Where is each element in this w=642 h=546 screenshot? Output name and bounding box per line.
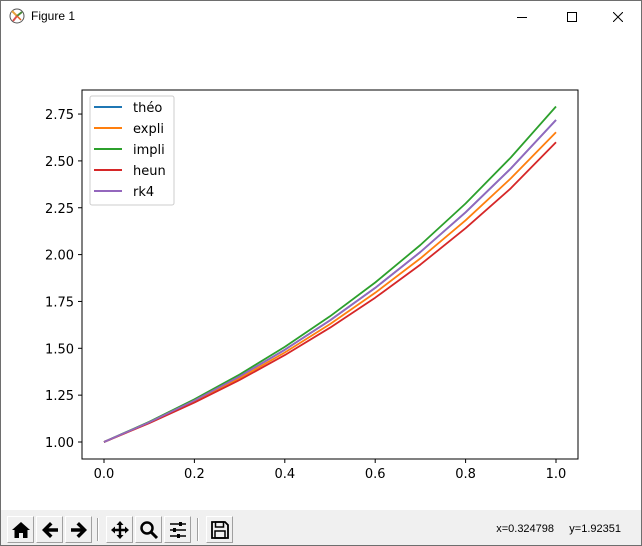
y-axis: 1.00 1.25 1.50 1.75 2.00 2.25 2.50 2.75	[45, 108, 82, 451]
maximize-button[interactable]	[549, 1, 595, 32]
arrow-left-icon	[41, 521, 58, 538]
y-tick-label: 1.00	[45, 436, 74, 451]
y-tick-label: 1.25	[45, 389, 74, 404]
window-title: Figure 1	[31, 9, 76, 23]
home-icon	[11, 521, 30, 538]
y-tick-label: 2.00	[45, 249, 74, 264]
x-tick-label: 0.6	[365, 467, 386, 482]
x-tick-label: 1.0	[546, 467, 567, 482]
title-bar[interactable]: Figure 1	[1, 1, 641, 32]
x-axis: 0.0 0.2 0.4 0.6 0.8 1.0	[94, 459, 567, 482]
zoom-button[interactable]	[135, 516, 162, 543]
legend-label-théo: théo	[133, 101, 162, 116]
magnifier-icon	[139, 520, 158, 539]
series-line-rk4	[103, 119, 557, 443]
y-tick-label: 2.25	[45, 202, 74, 217]
series-line-heun	[103, 141, 557, 443]
y-tick-label: 2.75	[45, 108, 74, 123]
y-tick-label: 1.75	[45, 295, 74, 310]
matplotlib-icon	[9, 8, 25, 24]
navigation-toolbar: x=0.324798 y=1.92351	[1, 510, 641, 545]
save-button[interactable]	[206, 516, 233, 543]
plot-lines	[103, 105, 557, 443]
configure-subplots-button[interactable]	[164, 516, 191, 543]
minimize-icon	[517, 16, 527, 18]
legend-label-impli: impli	[133, 143, 165, 158]
floppy-disk-icon	[210, 520, 229, 539]
legend-label-rk4: rk4	[133, 185, 154, 200]
legend-label-heun: heun	[133, 164, 166, 179]
x-tick-label: 0.4	[274, 467, 295, 482]
forward-button[interactable]	[65, 516, 92, 543]
home-button[interactable]	[7, 516, 34, 543]
close-icon	[613, 11, 623, 22]
x-tick-label: 0.2	[184, 467, 205, 482]
arrow-right-icon	[70, 521, 87, 538]
legend-label-expli: expli	[133, 122, 164, 137]
pan-button[interactable]	[106, 516, 133, 543]
line-chart[interactable]: 0.0 0.2 0.4 0.6 0.8 1.0 1.00 1.25 1.50 1.75 2.00 2…	[1, 32, 641, 510]
minimize-button[interactable]	[499, 1, 545, 32]
cursor-coordinates: x=0.324798 y=1.92351	[496, 523, 621, 535]
maximize-icon	[567, 11, 577, 22]
figure-canvas[interactable]: 0.0 0.2 0.4 0.6 0.8 1.0 1.00 1.25 1.50 1.75 2.00 2…	[1, 32, 641, 510]
x-tick-label: 0.8	[455, 467, 476, 482]
close-button[interactable]	[595, 1, 641, 32]
back-button[interactable]	[36, 516, 63, 543]
move-icon	[110, 520, 129, 539]
y-tick-label: 2.50	[45, 155, 74, 170]
sliders-icon	[169, 521, 186, 538]
y-tick-label: 1.50	[45, 342, 74, 357]
x-tick-label: 0.0	[94, 467, 115, 482]
toolbar-separator	[97, 518, 99, 541]
legend: théo expli impli heun rk4	[89, 95, 175, 206]
axes-frame	[81, 89, 579, 460]
toolbar-separator	[197, 518, 199, 541]
